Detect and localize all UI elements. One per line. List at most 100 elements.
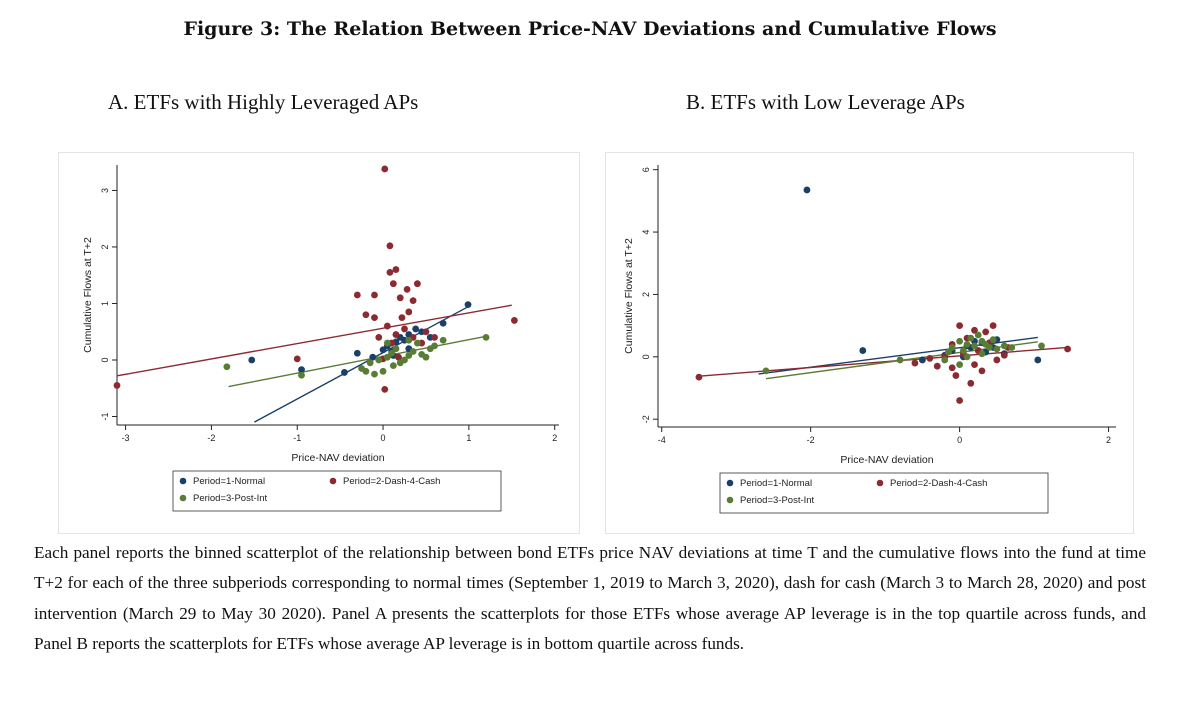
panel-b-series-2-point	[933, 362, 941, 370]
panel-b-series-2-point	[948, 364, 956, 372]
panel-b-series-3-point	[956, 337, 964, 345]
panel-a-y-tick-label: 1	[100, 301, 110, 306]
panel-a-legend-marker-1	[179, 477, 187, 485]
panel-b-series-3-point	[963, 353, 971, 361]
panel-b-series-2-point	[971, 326, 978, 334]
panel-b-series-3-point	[985, 344, 993, 351]
panel-a-series-2-point	[381, 165, 389, 173]
panel-a-series-3-point	[388, 349, 396, 357]
panel-a-series-2-point	[386, 268, 394, 276]
panel-a-legend	[172, 470, 502, 512]
panel-a-series-1-point	[298, 366, 305, 374]
panel-a-fit-line-3	[228, 335, 487, 388]
panel-a-series-3-point	[422, 353, 430, 361]
panel-b-series-2-point	[1000, 351, 1008, 359]
panel-a-series-2-point	[403, 285, 411, 293]
panel-b-series-3-point	[941, 356, 949, 364]
panel-a-series-2-point	[510, 317, 518, 324]
panel-b-legend-label-3: Period=3-Post-Int	[740, 495, 815, 506]
panel-a-series-3-point	[439, 336, 447, 344]
panel-b-plot-area	[658, 165, 1116, 427]
panel-a-series-3-point	[389, 362, 397, 370]
panel-a-series-3-point	[409, 348, 417, 355]
panel-a-series-1-point	[379, 346, 387, 354]
panel-a-series-2-point	[389, 280, 397, 288]
panel-a-series-2-point	[396, 294, 404, 302]
panel-b-y-tick-label: -2	[641, 415, 651, 423]
panel-b-series-2-point	[926, 354, 934, 362]
panel-b-y-tick-label: 0	[641, 354, 651, 359]
panel-a-legend-label-2: Period=2-Dash-4-Cash	[343, 476, 440, 487]
figure-caption: Each panel reports the binned scatterplo…	[34, 543, 1146, 654]
panel-a-series-2-point	[398, 314, 406, 322]
panel-b-series-3-point	[945, 348, 952, 356]
panel-a-x-tick-label: -3	[122, 433, 130, 443]
panel-b-series-3-point	[967, 334, 975, 342]
panel-b-x-axis-title: Price-NAV deviation	[840, 454, 933, 466]
panel-b-series-3-point	[963, 340, 971, 348]
panel-a-fit-line-2	[116, 304, 512, 377]
panel-a-chart: -3 -2 -1 0 1 2 -1 0 1 2 3 Price-NAV deviation Cumula…	[58, 152, 580, 534]
panel-b-y-tick-label: 4	[641, 230, 651, 235]
panel-b-series-3-point	[974, 331, 982, 339]
panel-a-series-2-point	[293, 355, 301, 363]
panel-b-series-1-point	[859, 347, 867, 354]
panel-b-series-3-point	[971, 342, 978, 350]
panel-a-title: A. ETFs with Highly Leveraged APs	[108, 90, 419, 114]
panel-a-series-3-point	[298, 371, 305, 379]
panel-b-series-1-point	[1034, 356, 1042, 364]
panel-b-series-2-point	[956, 322, 964, 330]
panel-a-x-axis-title: Price-NAV deviation	[291, 452, 384, 464]
panel-a-series-2-point	[409, 297, 417, 305]
panel-a-series-3-point	[366, 359, 374, 367]
panel-b-series-2-point	[982, 328, 990, 336]
panel-b-chart: -4 -2 0 2 -2 0 2 4 6 Price-NAV deviation Cumulativ…	[605, 152, 1134, 534]
panel-a-y-tick-label: 2	[100, 244, 110, 249]
panel-b-x-tick-label: -2	[807, 435, 815, 445]
panel-a-series-3-point	[405, 336, 413, 344]
panel-b-x-tick-label: -4	[658, 435, 666, 445]
panel-b-series-3-point	[948, 344, 956, 351]
panel-a-series-1-point	[353, 349, 361, 357]
panel-b-y-axis-title: Cumulative Flows at T+2	[623, 238, 635, 354]
panel-b-series-3-point	[978, 350, 986, 358]
panel-b-series-2-point	[911, 359, 919, 367]
panel-a-series-3-point	[371, 370, 378, 378]
panel-b-x-tick-label: 0	[957, 435, 962, 445]
panel-a-fit-line-1	[253, 305, 470, 423]
panel-a-series-3-point	[431, 342, 438, 350]
panel-a-series-3-point	[413, 339, 421, 347]
panel-a-series-1-point	[248, 356, 256, 364]
panel-a-series-2-point	[422, 328, 430, 336]
panel-a-series-2-point	[353, 291, 361, 299]
panel-a-series-3-point	[383, 353, 391, 361]
panel-b-legend-label-2: Period=2-Dash-4-Cash	[890, 478, 987, 489]
panel-b-series-1-point	[803, 186, 811, 194]
panel-a-series-2-point	[392, 331, 400, 338]
panel-a-series-2-point	[362, 311, 370, 319]
panel-b-series-3-point	[989, 336, 997, 344]
panel-b-x-tick-label: 2	[1106, 435, 1111, 445]
panel-a-series-2-point	[383, 322, 391, 330]
panel-a-x-tick-label: 0	[381, 433, 386, 443]
panel-a-series-3-point	[405, 352, 413, 359]
figure-title: Figure 3: The Relation Between Price-NAV…	[183, 18, 997, 40]
panel-a-plot-area	[117, 165, 559, 425]
panel-a-series-2-point	[431, 333, 438, 341]
panel-a-series-2-point	[392, 266, 400, 273]
panel-b-series-2-point	[956, 397, 964, 404]
panel-a-series-3-point	[379, 367, 387, 375]
panel-a-series-3-point	[223, 363, 231, 371]
panel-a-series-1-point	[412, 325, 420, 333]
panel-a-series-3-point	[482, 333, 490, 341]
panel-b-series-2-point	[1064, 345, 1071, 353]
panel-b-legend-marker-1	[726, 479, 734, 487]
panel-b-series-3-point	[1008, 344, 1016, 351]
panel-b-legend-marker-2	[876, 479, 884, 487]
panel-a-x-tick-label: 1	[466, 433, 471, 443]
panel-a-series-1-point	[369, 353, 377, 361]
panel-a-x-tick-label: -1	[293, 433, 301, 443]
panel-a-legend-label-1: Period=1-Normal	[193, 476, 265, 487]
panel-b-series-2-point	[971, 361, 978, 369]
panel-b-series-2-point	[978, 367, 986, 375]
